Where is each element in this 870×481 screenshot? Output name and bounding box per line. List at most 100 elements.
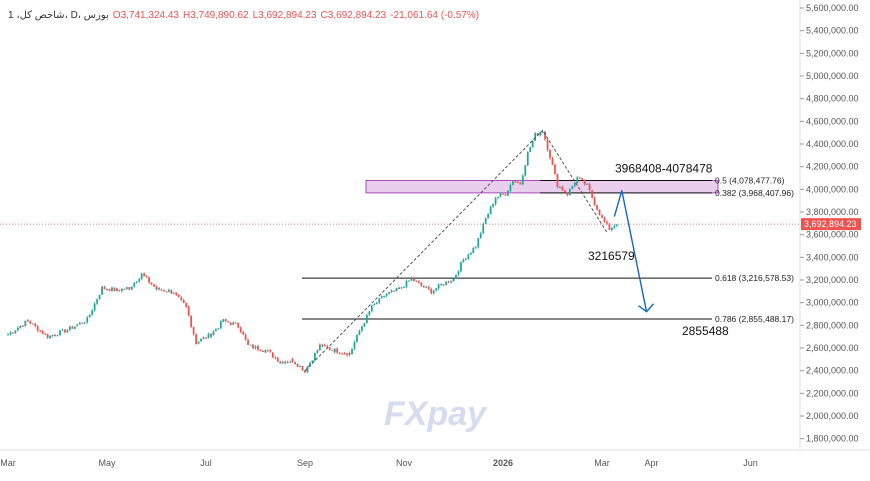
- candle-body[interactable]: [88, 314, 91, 318]
- candle-body[interactable]: [311, 360, 314, 363]
- candle-body[interactable]: [489, 206, 492, 214]
- candle-body[interactable]: [128, 287, 131, 290]
- candle-body[interactable]: [9, 332, 12, 335]
- candle-body[interactable]: [299, 366, 301, 368]
- candle-body[interactable]: [398, 287, 400, 289]
- candle-body[interactable]: [452, 278, 455, 282]
- candle-body[interactable]: [24, 320, 27, 327]
- candle-body[interactable]: [482, 223, 485, 234]
- candle-body[interactable]: [195, 334, 197, 343]
- candle-body[interactable]: [606, 221, 608, 224]
- candle-body[interactable]: [276, 357, 279, 362]
- candle-body[interactable]: [445, 281, 447, 285]
- candle-body[interactable]: [437, 284, 440, 289]
- candle-body[interactable]: [502, 193, 504, 195]
- candle-body[interactable]: [420, 282, 423, 286]
- time-axis[interactable]: Mar May Jul Sep Nov 2026 Mar Apr Jun: [0, 449, 870, 468]
- candle-body[interactable]: [422, 285, 425, 288]
- candle-body[interactable]: [78, 322, 81, 325]
- candle-body[interactable]: [135, 281, 138, 283]
- candle-body[interactable]: [393, 290, 395, 292]
- candle-body[interactable]: [603, 217, 606, 222]
- candle-body[interactable]: [123, 288, 126, 290]
- candle-body[interactable]: [207, 333, 210, 339]
- candle-body[interactable]: [279, 361, 282, 363]
- candle-body[interactable]: [450, 281, 452, 283]
- candle-body[interactable]: [133, 282, 136, 287]
- candle-body[interactable]: [271, 352, 274, 358]
- candle-body[interactable]: [73, 326, 76, 329]
- candle-body[interactable]: [571, 185, 574, 189]
- candle-body[interactable]: [244, 334, 247, 340]
- candle-body[interactable]: [306, 366, 309, 373]
- candle-body[interactable]: [326, 346, 329, 348]
- candle-body[interactable]: [21, 325, 24, 327]
- candle-body[interactable]: [51, 335, 54, 337]
- candle-body[interactable]: [163, 290, 165, 292]
- candle-body[interactable]: [289, 361, 292, 363]
- candle-body[interactable]: [563, 190, 566, 193]
- candle-body[interactable]: [494, 197, 497, 205]
- candle-body[interactable]: [138, 279, 141, 282]
- candle-body[interactable]: [410, 278, 413, 281]
- candle-body[interactable]: [497, 196, 499, 198]
- candle-body[interactable]: [383, 295, 386, 297]
- candle-body[interactable]: [358, 330, 361, 335]
- candle-body[interactable]: [484, 218, 487, 224]
- candle-body[interactable]: [479, 233, 482, 239]
- candle-body[interactable]: [351, 348, 353, 354]
- candle-body[interactable]: [262, 351, 264, 353]
- candle-body[interactable]: [34, 323, 37, 327]
- candle-body[interactable]: [400, 287, 403, 289]
- candle-body[interactable]: [212, 331, 215, 336]
- candle-body[interactable]: [578, 177, 581, 179]
- candle-body[interactable]: [576, 177, 579, 184]
- candle-body[interactable]: [323, 344, 326, 347]
- candle-body[interactable]: [370, 305, 373, 308]
- candle-body[interactable]: [158, 287, 160, 290]
- candle-body[interactable]: [504, 194, 507, 196]
- candle-body[interactable]: [200, 338, 202, 342]
- candle-body[interactable]: [252, 344, 254, 349]
- candle-body[interactable]: [365, 314, 368, 324]
- candle-body[interactable]: [390, 290, 393, 293]
- candle-body[interactable]: [536, 133, 539, 136]
- candle-body[interactable]: [472, 248, 475, 253]
- candle-body[interactable]: [591, 190, 593, 198]
- candle-body[interactable]: [596, 204, 598, 210]
- candle-body[interactable]: [460, 262, 462, 272]
- candle-body[interactable]: [291, 359, 294, 363]
- candle-body[interactable]: [395, 287, 398, 292]
- candle-body[interactable]: [373, 304, 376, 306]
- candle-body[interactable]: [559, 186, 561, 188]
- candle-body[interactable]: [447, 281, 450, 283]
- candle-body[interactable]: [153, 284, 155, 287]
- candle-body[interactable]: [368, 311, 371, 315]
- candle-body[interactable]: [328, 347, 331, 350]
- candle-body[interactable]: [455, 274, 457, 279]
- candle-body[interactable]: [39, 330, 42, 332]
- candle-body[interactable]: [31, 323, 34, 325]
- candle-body[interactable]: [568, 188, 571, 196]
- candle-body[interactable]: [229, 322, 232, 325]
- candle-body[interactable]: [385, 293, 388, 296]
- candle-body[interactable]: [195, 342, 197, 344]
- candle-body[interactable]: [118, 290, 121, 292]
- candle-body[interactable]: [546, 139, 549, 150]
- candle-body[interactable]: [120, 288, 123, 291]
- candle-body[interactable]: [581, 178, 584, 180]
- candle-body[interactable]: [12, 332, 14, 334]
- candle-body[interactable]: [197, 341, 200, 344]
- candle-body[interactable]: [143, 273, 146, 277]
- candle-body[interactable]: [613, 225, 616, 228]
- candle-body[interactable]: [430, 288, 433, 294]
- candle-body[interactable]: [269, 350, 272, 353]
- candle-body[interactable]: [378, 298, 381, 303]
- candle-body[interactable]: [111, 287, 113, 291]
- candle-body[interactable]: [150, 282, 153, 285]
- candle-body[interactable]: [165, 291, 168, 293]
- candle-body[interactable]: [264, 350, 267, 353]
- candle-body[interactable]: [544, 131, 546, 140]
- candle-body[interactable]: [296, 364, 299, 367]
- candle-body[interactable]: [180, 297, 183, 300]
